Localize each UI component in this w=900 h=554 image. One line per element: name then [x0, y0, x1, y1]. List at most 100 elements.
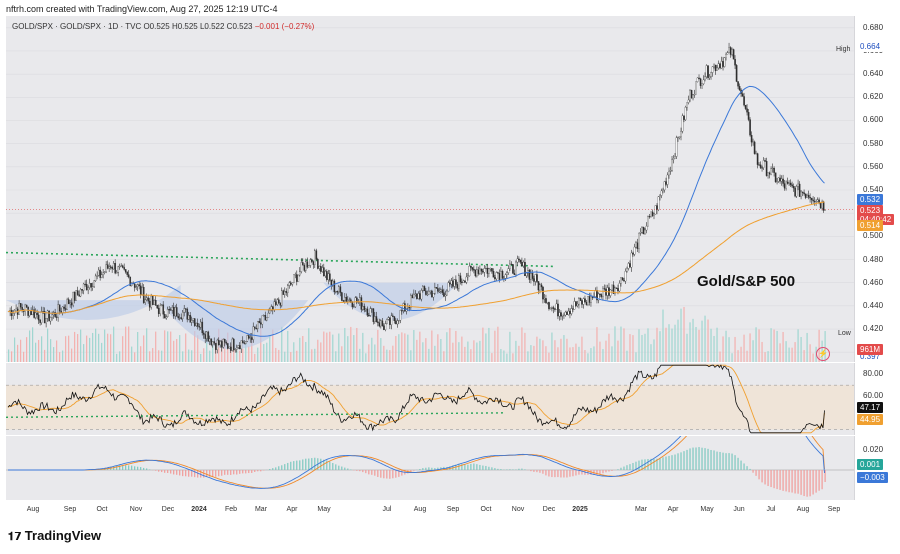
volume-bar — [605, 340, 607, 362]
price-axis[interactable]: 0.6800.6600.6400.6200.6000.5800.5600.540… — [854, 16, 900, 362]
candle-body — [330, 280, 333, 286]
candle-body — [282, 290, 285, 295]
macd-histogram-bar — [683, 451, 685, 470]
candle-body — [46, 310, 49, 319]
candle-body — [115, 272, 118, 274]
candle-body — [389, 317, 391, 325]
candle-body — [338, 286, 340, 292]
candle-body — [399, 310, 402, 321]
macd-histogram-bar — [359, 470, 361, 472]
candle-body — [806, 195, 808, 198]
macd-histogram-bar — [605, 470, 607, 473]
macd-histogram-bar — [578, 470, 580, 475]
macd-histogram-bar — [599, 470, 601, 475]
volume-bar — [785, 341, 787, 362]
candle-body — [722, 61, 724, 67]
volume-bar — [11, 351, 13, 362]
candle-body — [731, 49, 733, 55]
candle-body — [85, 283, 88, 291]
volume-bar — [641, 334, 643, 362]
candle-body — [276, 299, 279, 305]
time-tick-label: Oct — [480, 506, 492, 513]
volume-bar — [329, 331, 331, 362]
candle-body — [279, 302, 282, 306]
candle-body — [133, 283, 136, 288]
volume-bar — [290, 352, 292, 362]
macd-histogram-bar — [782, 470, 784, 491]
candle-body — [402, 303, 405, 311]
candle-body — [626, 268, 628, 272]
macd-pane[interactable] — [6, 436, 854, 500]
volume-bar — [95, 328, 97, 362]
macd-histogram-bar — [200, 470, 202, 478]
volume-bar — [479, 340, 481, 362]
candle-body — [302, 262, 304, 266]
rsi-value-tag: 47.17 — [857, 402, 884, 414]
candle-body — [752, 141, 754, 143]
volume-bar — [419, 331, 421, 362]
volume-bar — [140, 346, 142, 362]
volume-bar — [713, 335, 715, 362]
volume-bar — [257, 347, 259, 362]
candle-body — [93, 280, 96, 288]
candle-body — [459, 275, 462, 283]
volume-bar — [173, 340, 175, 362]
candle-body — [234, 349, 237, 351]
volume-bar — [566, 338, 568, 362]
volume-bar — [272, 329, 274, 362]
candle-body — [744, 104, 747, 109]
macd-histogram-bar — [167, 470, 169, 474]
volume-bar — [143, 335, 145, 362]
candle-body — [72, 291, 74, 306]
macd-histogram-bar — [377, 470, 379, 477]
macd-histogram-bar — [371, 470, 373, 475]
candle-body — [305, 261, 307, 271]
candle-body — [639, 232, 642, 234]
candle-body — [66, 299, 68, 310]
macd-histogram-bar — [269, 468, 271, 470]
chart-credit: nftrh.com created with TradingView.com, … — [6, 4, 278, 14]
volume-bar — [332, 334, 334, 362]
volume-bar — [578, 346, 580, 362]
lightning-icon[interactable]: ⚡ — [816, 347, 830, 361]
candle-body — [719, 63, 721, 69]
macd-axis[interactable]: 0.020 0.001 −0.003 — [854, 436, 900, 500]
volume-bar — [584, 350, 586, 362]
volume-bar — [212, 345, 214, 362]
macd-histogram-bar — [344, 467, 346, 470]
macd-histogram-bar — [197, 470, 199, 478]
candle-body — [783, 183, 786, 189]
candle-body — [528, 270, 531, 280]
volume-bar — [260, 327, 262, 362]
candle-body — [294, 274, 297, 276]
time-tick-label: Feb — [224, 506, 238, 513]
candle-body — [810, 197, 813, 201]
tradingview-footer[interactable]: 𝟏𝟳 TradingView — [8, 528, 101, 544]
volume-bar — [383, 345, 385, 362]
candle-body — [36, 312, 38, 316]
time-axis[interactable]: Aug Sep Oct Nov Dec 2024 Feb Mar Apr May Jul Aug Sep… — [6, 500, 854, 518]
volume-bar — [86, 335, 88, 362]
candle-body — [99, 269, 102, 278]
candle-body — [365, 308, 367, 311]
volume-bar — [317, 339, 319, 362]
price-tick-label: 0.580 — [863, 138, 884, 148]
candle-body — [199, 321, 202, 328]
candle-body — [729, 47, 732, 55]
volume-bar — [728, 337, 730, 362]
price-pane[interactable] — [6, 16, 854, 362]
rsi-pane[interactable] — [6, 363, 854, 435]
volume-bar — [515, 340, 517, 362]
volume-bar — [683, 306, 685, 362]
volume-bar — [47, 328, 49, 362]
volume-bar — [530, 345, 532, 362]
volume-bar — [596, 327, 598, 362]
candle-body — [798, 183, 801, 197]
volume-bar — [107, 333, 109, 362]
candle-body — [777, 177, 780, 182]
candle-body — [510, 263, 513, 265]
candle-body — [635, 242, 637, 248]
macd-histogram-bar — [539, 470, 541, 473]
macd-histogram-bar — [689, 448, 691, 470]
